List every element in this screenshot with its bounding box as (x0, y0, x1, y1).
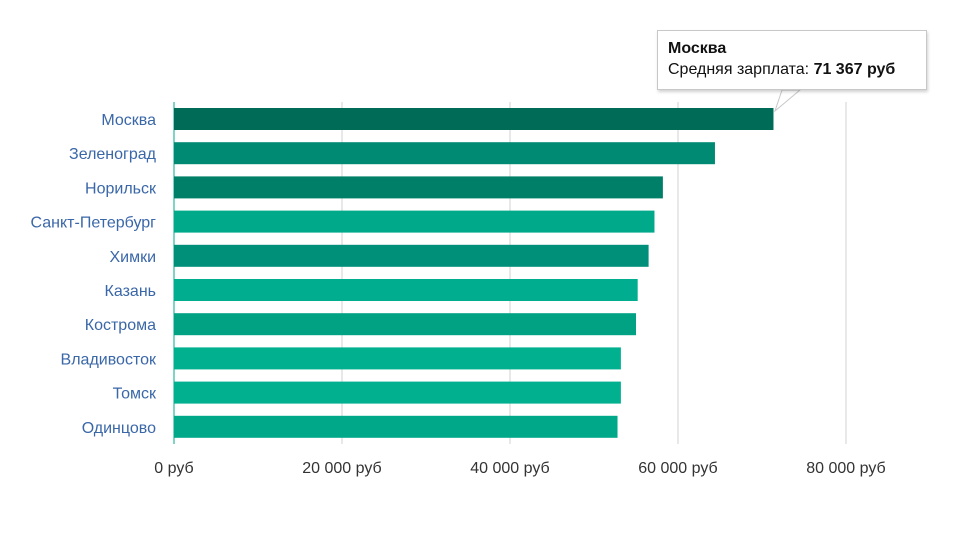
bar[interactable] (174, 142, 715, 165)
x-tick-label: 0 руб (154, 460, 193, 477)
bar[interactable] (174, 415, 618, 438)
tooltip-pointer (773, 89, 802, 113)
bar[interactable] (174, 347, 621, 370)
tooltip-line: Средняя зарплата: 71 367 руб (668, 59, 916, 81)
bar[interactable] (174, 210, 655, 233)
x-axis-tick-labels: 0 руб 20 000 руб 40 000 руб 60 000 руб 80 00… (154, 460, 885, 477)
bar[interactable] (174, 313, 636, 336)
category-label: Томск (113, 386, 157, 403)
tooltip-value: 71 367 руб (813, 61, 896, 78)
x-tick-label: 60 000 руб (638, 460, 717, 477)
category-label: Зеленоград (69, 146, 157, 163)
bar[interactable] (174, 279, 638, 301)
bar[interactable] (174, 176, 663, 199)
bar[interactable] (174, 381, 621, 404)
category-label: Норильск (85, 180, 157, 197)
bar[interactable] (174, 244, 649, 267)
bars (174, 108, 774, 438)
x-tick-label: 80 000 руб (806, 460, 885, 477)
category-label: Санкт-Петербург (31, 215, 157, 232)
tooltip-title: Москва (668, 40, 727, 57)
bar[interactable] (174, 108, 774, 130)
tooltip: Москва Средняя зарплата: 71 367 руб (657, 30, 927, 90)
category-label: Москва (101, 112, 156, 129)
tooltip-label: Средняя зарплата: (668, 61, 814, 78)
category-labels: Москва Зеленоград Норильск Санкт-Петербург Х… (31, 112, 157, 437)
category-label: Химки (109, 249, 156, 266)
x-tick-label: 40 000 руб (470, 460, 549, 477)
x-tick-label: 20 000 руб (302, 460, 381, 477)
category-label: Кострома (85, 317, 156, 334)
category-label: Владивосток (61, 351, 157, 368)
category-label: Одинцово (82, 420, 156, 437)
category-label: Казань (105, 283, 156, 300)
